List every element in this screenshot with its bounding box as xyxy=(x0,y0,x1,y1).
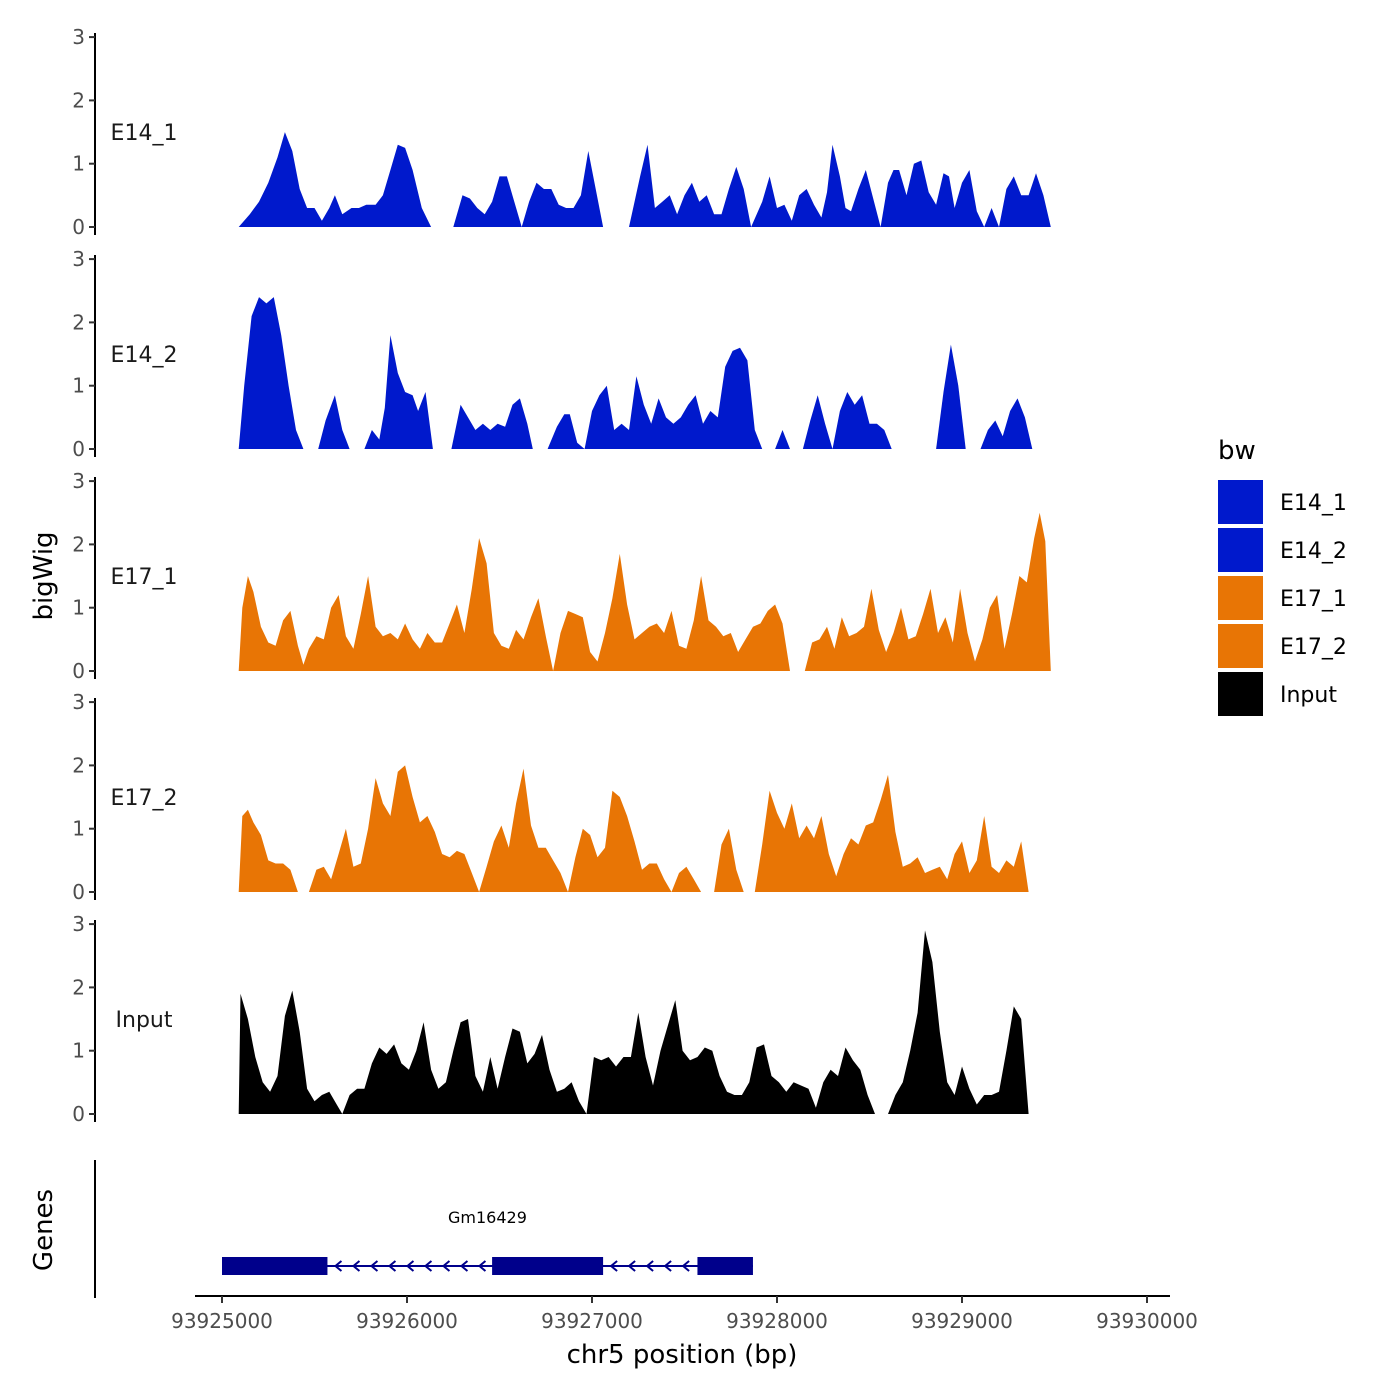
gene-exon xyxy=(697,1257,753,1275)
coverage-area xyxy=(318,395,350,449)
y-tick-label: 0 xyxy=(72,437,85,461)
coverage-area xyxy=(804,512,1051,671)
coverage-area xyxy=(714,828,744,892)
x-tick-label: 93929000 xyxy=(911,1309,1013,1333)
coverage-area xyxy=(238,297,304,449)
strand-arrow xyxy=(627,1260,636,1272)
coverage-area xyxy=(802,392,892,449)
coverage-area xyxy=(629,144,1051,227)
y-tick-label: 3 xyxy=(72,912,85,936)
legend-swatch xyxy=(1218,528,1263,572)
y-tick-label: 1 xyxy=(72,374,85,398)
coverage-area xyxy=(364,335,433,449)
legend-label: E17_2 xyxy=(1280,635,1347,660)
coverage-area xyxy=(453,151,604,227)
y-tick-label: 2 xyxy=(72,310,85,334)
gene-label: Gm16429 xyxy=(448,1208,527,1227)
coverage-area xyxy=(754,774,1029,892)
track-label: E14_1 xyxy=(111,121,178,146)
y-tick-label: 0 xyxy=(72,880,85,904)
y-tick-label: 2 xyxy=(72,532,85,556)
y-tick-label: 0 xyxy=(72,215,85,239)
strand-arrow xyxy=(387,1260,397,1272)
x-tick-label: 93930000 xyxy=(1096,1309,1198,1333)
strand-arrow xyxy=(645,1260,654,1272)
legend-swatch xyxy=(1218,576,1263,620)
tracks-layer: 0 1 2 3 E14_1 0 1 2 3 E14_2 0 1 2 3 E17_1 0 1 2 3 E17_2 0 1 2 3… xyxy=(72,25,1051,1126)
coverage-area xyxy=(238,132,432,227)
legend-label: E17_1 xyxy=(1280,587,1347,612)
y-tick-label: 0 xyxy=(72,659,85,683)
coverage-area xyxy=(238,538,790,671)
x-tick-label: 93928000 xyxy=(726,1309,828,1333)
strand-arrow xyxy=(405,1260,415,1272)
x-tick-label: 93925000 xyxy=(171,1309,273,1333)
y-tick-label: 2 xyxy=(72,975,85,999)
gene-layer: Gm16429 xyxy=(94,1160,753,1298)
y-tick-label: 2 xyxy=(72,88,85,112)
gene-exon xyxy=(492,1257,604,1275)
track-E14_2: 0 1 2 3 E14_2 xyxy=(72,247,1033,461)
strand-arrow xyxy=(333,1260,343,1272)
strand-arrow xyxy=(609,1260,618,1272)
coverage-area xyxy=(238,990,875,1114)
legend-swatch xyxy=(1218,480,1263,524)
coverage-area xyxy=(936,344,966,449)
strand-arrow xyxy=(351,1260,361,1272)
y-tick-label: 0 xyxy=(72,1102,85,1126)
coverage-area xyxy=(308,765,702,892)
strand-arrow xyxy=(441,1260,451,1272)
y-tick-label: 1 xyxy=(72,1039,85,1063)
y-tick-label: 3 xyxy=(72,25,85,49)
coverage-area xyxy=(547,347,763,449)
strand-arrow xyxy=(477,1260,487,1272)
legend-swatch xyxy=(1218,624,1263,668)
legend-label: E14_2 xyxy=(1280,539,1347,564)
strand-arrow xyxy=(681,1260,690,1272)
gene-exon xyxy=(222,1257,328,1275)
track-E17_2: 0 1 2 3 E17_2 xyxy=(72,690,1029,904)
track-label: E17_1 xyxy=(111,565,178,590)
track-label: Input xyxy=(116,1008,173,1033)
y-tick-label: 3 xyxy=(72,690,85,714)
strand-arrow xyxy=(459,1260,469,1272)
coverage-area xyxy=(888,930,1029,1114)
coverage-area xyxy=(775,430,790,449)
x-axis-title: chr5 position (bp) xyxy=(567,1340,798,1370)
track-label: E14_2 xyxy=(111,343,178,368)
y-tick-label: 2 xyxy=(72,753,85,777)
coverage-area xyxy=(980,398,1033,449)
y-tick-label: 1 xyxy=(72,817,85,841)
strand-arrow xyxy=(423,1260,433,1272)
x-tick-label: 93927000 xyxy=(541,1309,643,1333)
strand-arrow xyxy=(663,1260,672,1272)
legend-title: bw xyxy=(1218,436,1256,466)
coverage-area xyxy=(238,809,298,892)
track-E17_1: 0 1 2 3 E17_1 xyxy=(72,469,1051,683)
track-E14_1: 0 1 2 3 E14_1 xyxy=(72,25,1051,239)
coverage-area xyxy=(451,398,533,449)
track-Input: 0 1 2 3 Input xyxy=(72,912,1029,1126)
y-tick-label: 1 xyxy=(72,596,85,620)
y-tick-label: 1 xyxy=(72,152,85,176)
x-axis: 93925000 93926000 93927000 93928000 93929000… xyxy=(171,1295,1198,1333)
legend-label: E14_1 xyxy=(1280,491,1347,516)
legend: bw E14_1 E14_2 E17_1 E17_2 Input xyxy=(1218,436,1347,716)
genes-axis-title: Genes xyxy=(29,1189,59,1271)
legend-label: Input xyxy=(1280,683,1337,708)
track-label: E17_2 xyxy=(111,786,178,811)
x-tick-label: 93926000 xyxy=(356,1309,458,1333)
legend-swatch xyxy=(1218,672,1263,716)
strand-arrow xyxy=(369,1260,379,1272)
y-tick-label: 3 xyxy=(72,247,85,271)
y-axis-title: bigWig xyxy=(29,531,59,620)
y-tick-label: 3 xyxy=(72,469,85,493)
